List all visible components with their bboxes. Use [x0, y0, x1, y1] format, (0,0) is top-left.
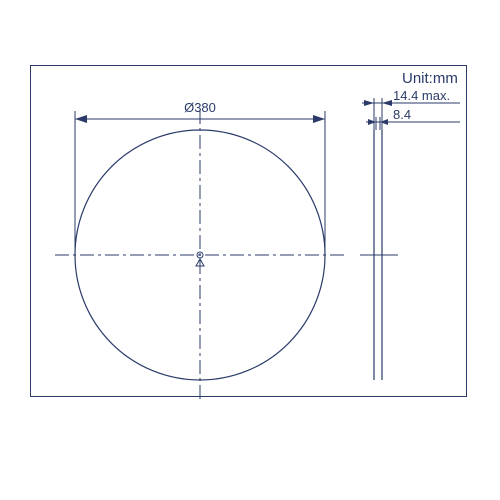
arrow-right-icon	[313, 115, 325, 123]
arrow-left-icon	[75, 115, 87, 123]
dim1-arrow-l-icon	[364, 100, 374, 106]
drawing-stage: { "unit_label": "Unit:mm", "frame": { "x…	[0, 0, 500, 500]
dim2-arrow-r-icon	[380, 119, 388, 125]
dim2-arrow-l-icon	[368, 119, 376, 125]
dim1-arrow-r-icon	[382, 100, 392, 106]
drawing-svg	[0, 0, 500, 500]
